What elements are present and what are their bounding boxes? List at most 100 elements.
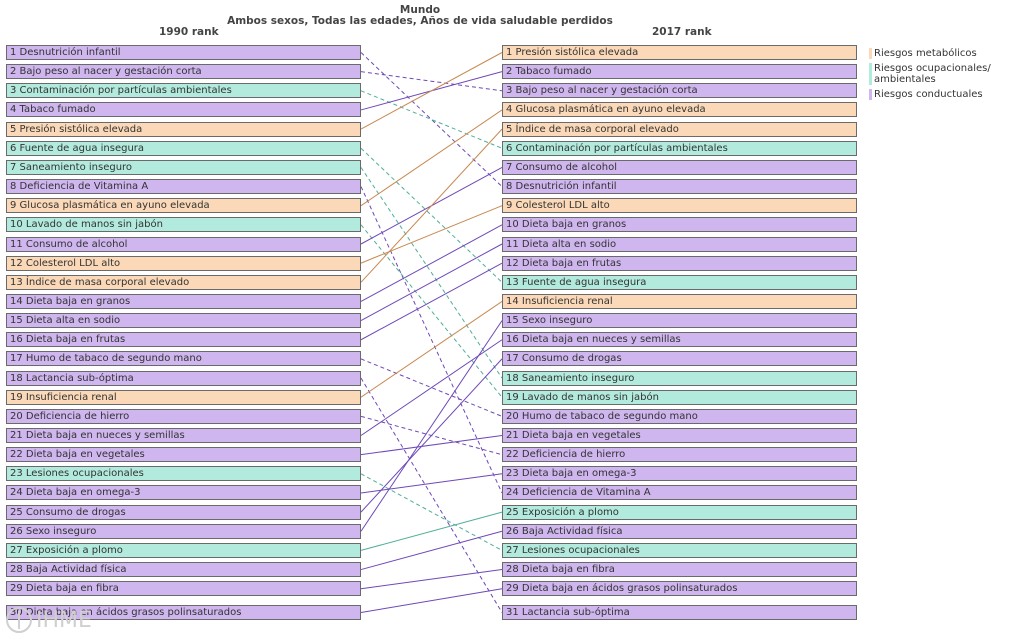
rank-link: [360, 530, 503, 571]
rank-link: [360, 71, 503, 92]
left-rank-item: 23 Lesiones ocupacionales: [6, 466, 361, 482]
legend-label-metabolic: Riesgos metabólicos: [874, 48, 977, 59]
left-rank-item: 18 Lactancia sub-óptima: [6, 370, 361, 386]
right-rank-item: 4 Glucosa plasmática en ayuno elevada: [502, 102, 857, 118]
left-rank-item: 25 Consumo de drogas: [6, 504, 361, 520]
left-rank-item: 2 Bajo peso al nacer y gestación corta: [6, 64, 361, 80]
rank-link: [360, 224, 503, 398]
legend-label-behavioral: Riesgos conductuales: [874, 89, 983, 100]
left-rank-item: 27 Exposición a plomo: [6, 542, 361, 558]
right-column-header: 2017 rank: [652, 26, 712, 38]
right-rank-item: 6 Contaminación por partículas ambiental…: [502, 140, 857, 156]
left-rank-item: 9 Glucosa plasmática en ayuno elevada: [6, 198, 361, 214]
right-rank-item: 5 Índice de masa corporal elevado: [502, 121, 857, 137]
rank-link: [360, 358, 503, 513]
left-rank-item: 24 Dieta baja en omega-3: [6, 485, 361, 501]
right-rank-item: 23 Dieta baja en omega-3: [502, 466, 857, 482]
left-rank-item: 8 Deficiencia de Vitamina A: [6, 179, 361, 195]
left-rank-item: 13 Índice de masa corporal elevado: [6, 274, 361, 290]
rank-link: [360, 243, 503, 322]
right-rank-item: 1 Presión sistólica elevada: [502, 45, 857, 60]
rank-link: [360, 473, 503, 494]
rank-link: [360, 377, 503, 613]
ihme-logo-icon: [6, 607, 32, 633]
rank-link: [360, 473, 503, 551]
left-rank-item: 3 Contaminación por partículas ambiental…: [6, 83, 361, 99]
right-rank-item: 26 Baja Actividad física: [502, 523, 857, 539]
left-rank-item: 4 Tabaco fumado: [6, 102, 361, 118]
right-rank-item: 13 Fuente de agua insegura: [502, 274, 857, 290]
ihme-logo: IHME: [6, 607, 92, 633]
left-rank-item: 11 Consumo de alcohol: [6, 236, 361, 252]
left-rank-item: 19 Insuficiencia renal: [6, 389, 361, 405]
rank-link: [360, 358, 503, 417]
rank-link: [360, 339, 503, 436]
left-rank-item: 20 Deficiencia de hierro: [6, 408, 361, 424]
left-rank-item: 1 Desnutrición infantil: [6, 45, 361, 60]
left-rank-item: 21 Dieta baja en nueces y semillas: [6, 428, 361, 443]
legend-swatch-environmental: [869, 63, 872, 85]
right-rank-item: 18 Saneamiento inseguro: [502, 370, 857, 386]
left-rank-item: 22 Dieta baja en vegetales: [6, 447, 361, 463]
right-rank-item: 11 Dieta alta en sodio: [502, 236, 857, 252]
right-rank-item: 29 Dieta baja en ácidos grasos polinsatu…: [502, 581, 857, 597]
right-rank-item: 19 Lavado de manos sin jabón: [502, 389, 857, 405]
right-rank-item: 10 Dieta baja en granos: [502, 217, 857, 233]
rank-link: [360, 52, 503, 187]
left-rank-item: 10 Lavado de manos sin jabón: [6, 217, 361, 233]
right-rank-item: 3 Bajo peso al nacer y gestación corta: [502, 83, 857, 99]
right-rank-item: 27 Lesiones ocupacionales: [502, 542, 857, 558]
left-rank-item: 5 Presión sistólica elevada: [6, 121, 361, 137]
rank-link: [360, 186, 503, 494]
rank-link: [360, 262, 503, 341]
right-rank-item: 21 Dieta baja en vegetales: [502, 428, 857, 443]
left-column-header: 1990 rank: [159, 26, 219, 38]
rank-link: [360, 435, 503, 456]
rank-link: [360, 90, 503, 149]
right-rank-item: 31 Lactancia sub-óptima: [502, 605, 857, 620]
left-rank-item: 17 Humo de tabaco de segundo mano: [6, 351, 361, 367]
rank-link: [360, 320, 503, 532]
rank-link: [360, 147, 503, 283]
right-rank-item: 16 Dieta baja en nueces y semillas: [502, 332, 857, 348]
legend-swatch-metabolic: [869, 48, 872, 59]
right-rank-item: 9 Colesterol LDL alto: [502, 198, 857, 214]
right-rank-item: 7 Consumo de alcohol: [502, 159, 857, 175]
chart-subtitle: Ambos sexos, Todas las edades, Años de v…: [227, 15, 613, 27]
left-rank-item: 15 Dieta alta en sodio: [6, 313, 361, 329]
right-rank-item: 17 Consumo de drogas: [502, 351, 857, 367]
rank-link: [360, 569, 503, 590]
rank-link: [360, 52, 503, 130]
left-rank-item: 14 Dieta baja en granos: [6, 293, 361, 309]
left-rank-item: 30 Dieta baja en ácidos grasos polinsatu…: [6, 605, 361, 620]
left-rank-item: 28 Baja Actividad física: [6, 562, 361, 578]
right-rank-item: 8 Desnutrición infantil: [502, 179, 857, 195]
left-rank-item: 7 Saneamiento inseguro: [6, 159, 361, 175]
right-rank-item: 15 Sexo inseguro: [502, 313, 857, 329]
legend-item-metabolic: Riesgos metabólicos: [869, 48, 1004, 59]
ihme-logo-text: IHME: [36, 607, 92, 633]
legend-item-behavioral: Riesgos conductuales: [869, 89, 1004, 100]
rank-link: [360, 167, 503, 379]
rank-link: [360, 109, 503, 207]
right-rank-item: 28 Dieta baja en fibra: [502, 562, 857, 578]
rank-link: [360, 205, 503, 264]
chart-title: Mundo: [399, 4, 441, 16]
left-rank-item: 12 Colesterol LDL alto: [6, 255, 361, 271]
rank-link: [360, 588, 503, 613]
rank-link: [360, 128, 503, 283]
right-rank-item: 22 Deficiencia de hierro: [502, 447, 857, 463]
right-rank-item: 14 Insuficiencia renal: [502, 293, 857, 309]
right-rank-item: 12 Dieta baja en frutas: [502, 255, 857, 271]
left-rank-item: 26 Sexo inseguro: [6, 523, 361, 539]
legend-item-environmental: Riesgos ocupacionales/ ambientales: [869, 63, 1004, 85]
left-rank-item: 29 Dieta baja en fibra: [6, 581, 361, 597]
rank-link: [360, 301, 503, 398]
rank-link: [360, 224, 503, 302]
left-rank-item: 6 Fuente de agua insegura: [6, 140, 361, 156]
right-rank-item: 20 Humo de tabaco de segundo mano: [502, 408, 857, 424]
rank-link: [360, 511, 503, 551]
right-rank-item: 24 Deficiencia de Vitamina A: [502, 485, 857, 501]
right-rank-item: 25 Exposición a plomo: [502, 504, 857, 520]
